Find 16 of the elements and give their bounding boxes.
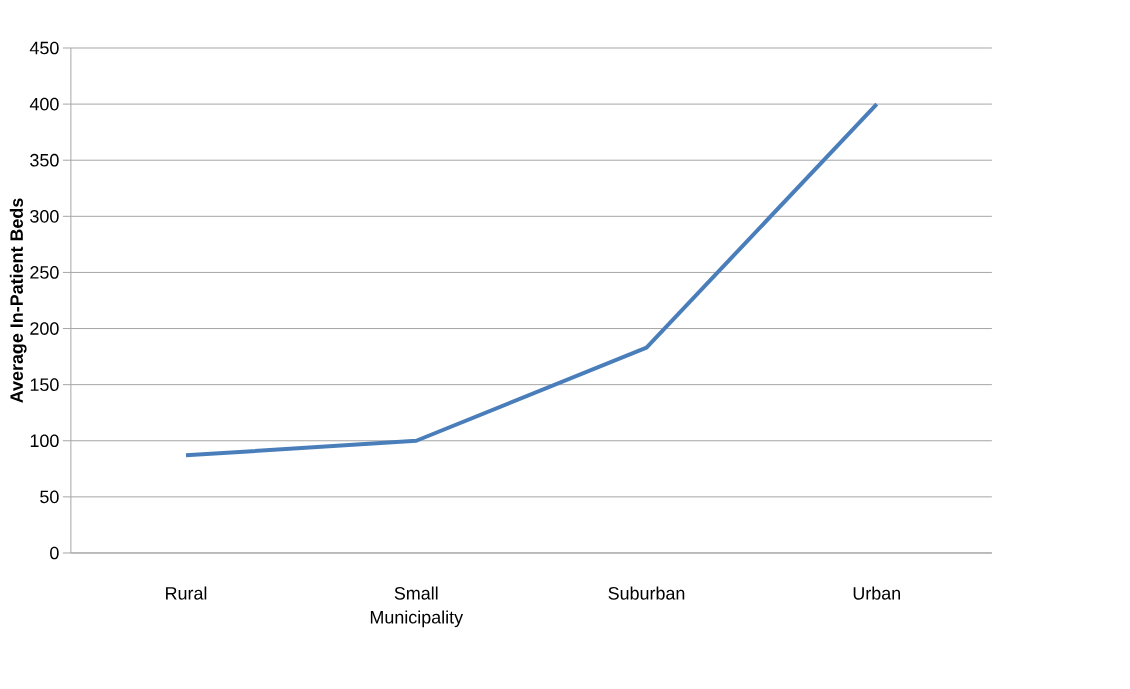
y-tick-label: 350 xyxy=(30,153,59,167)
y-tick-label: 400 xyxy=(29,97,59,111)
x-tick-label: Urban xyxy=(853,586,901,600)
y-tick-label: 300 xyxy=(30,209,59,223)
y-axis-title: Average In-Patient Beds xyxy=(9,198,27,403)
y-tick-label: 200 xyxy=(30,322,59,335)
y-tick-label: 100 xyxy=(30,434,59,448)
y-tick-label: 150 xyxy=(30,378,59,391)
line-series xyxy=(184,102,879,458)
y-tick-label: 450 xyxy=(29,41,59,55)
y-tick-label: 0 xyxy=(50,546,59,560)
x-tick-label: Suburban xyxy=(608,586,685,600)
x-tick-label: Small Municipality xyxy=(370,586,464,628)
y-tick-label: 50 xyxy=(40,490,59,504)
y-tick-label: 250 xyxy=(30,266,59,279)
x-tick-label: Rural xyxy=(166,586,207,600)
